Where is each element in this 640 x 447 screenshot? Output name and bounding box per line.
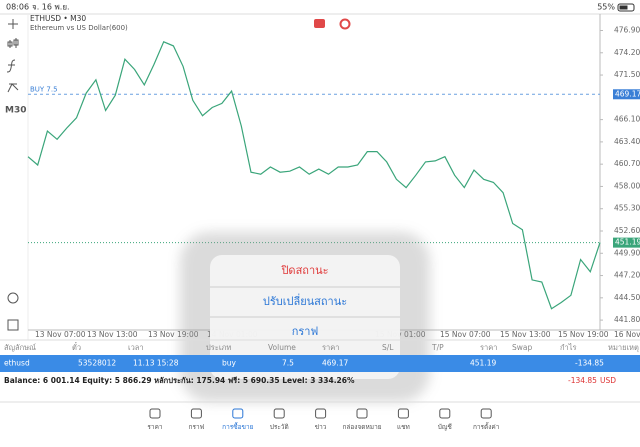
tab-icon[interactable] [439,408,451,419]
row-price: 451.19 [470,359,496,368]
y-tick-label: 444.50 [614,293,640,302]
popup-chart[interactable]: กราฟ [292,325,319,338]
buy-label: BUY 7.5 [30,85,58,93]
x-tick-label: 15 Nov 19:00 [558,330,609,339]
column-header: ราคา [480,343,497,352]
tab-icon[interactable] [397,408,409,419]
last-price-label: 451.19 [615,238,640,247]
position-row[interactable] [0,355,640,372]
tab-icon[interactable] [273,408,285,419]
x-tick-label: 13 Nov 19:00 [148,330,199,339]
tab-label[interactable]: กราฟ [189,423,205,431]
tab-label[interactable]: ราคา [147,423,162,431]
column-header: ตั๋ว [72,342,81,352]
buy-price-label: 469.17 [615,89,640,98]
status-date: จ. 16 พ.ย. [32,3,70,12]
toolbar [6,19,19,93]
timeframe-button[interactable]: M30 [5,106,26,116]
row-volume: 7.5 [282,359,294,368]
column-header: กำไร [560,343,577,352]
row-ticket: 53528012 [78,359,116,368]
x-tick-label: 15 Nov 13:00 [500,330,551,339]
y-tick-label: 458.00 [614,181,640,190]
tab-label[interactable]: บัญชี [438,423,453,431]
popup-close[interactable]: ปิดสถานะ [280,264,328,277]
battery-level [619,5,628,10]
add-icon[interactable] [7,319,19,331]
y-tick-label: 452.60 [614,226,640,235]
x-tick-label: 15 Nov 07:00 [440,330,491,339]
battery-icon [617,3,635,12]
sell-flag[interactable] [314,19,325,28]
column-header: หมายเหตุ [608,343,639,352]
tab-label[interactable]: การตั้งค่า [473,422,500,431]
tab-label[interactable]: การซื้อขาย [222,422,253,431]
tab-label[interactable]: แชท [397,423,410,431]
objects-icon[interactable] [7,83,19,93]
tab-icon[interactable] [315,408,327,419]
tab-icon[interactable] [232,408,244,419]
tab-label[interactable]: ข่าว [315,423,327,431]
y-tick-label: 471.50 [614,70,640,79]
row-open_price: 469.17 [322,359,348,368]
column-header: S/L [382,343,394,352]
y-tick-label: 474.20 [614,48,640,57]
column-header: T/P [431,343,444,352]
column-header: ประเภท [206,343,231,352]
row-symbol: ethusd [4,359,30,368]
y-tick-label: 476.90 [614,26,640,35]
buy-price-box [613,89,640,100]
toolbar-bottom [7,292,19,331]
x-tick-label: 13 Nov 13:00 [87,330,138,339]
last-price-box [613,237,640,248]
y-tick-label: 455.30 [614,204,640,213]
chart-subtitle: Ethereum vs US Dollar(600) [30,24,128,32]
popup-modify[interactable]: ปรับเปลี่ยนสถานะ [263,293,347,308]
oneclick-icon[interactable] [339,18,351,30]
row-time: 11.13 15:28 [133,359,179,368]
tab-label[interactable]: ประวัติ [270,423,289,431]
currency: USD [600,376,616,385]
column-header: Volume [268,343,296,352]
tab-icon[interactable] [356,408,368,419]
row-profit: -134.85 [575,359,604,368]
y-tick-label: 447.20 [614,271,640,280]
y-tick-label: 463.40 [614,137,640,146]
crosshair-icon[interactable] [8,19,18,29]
indicator-icon[interactable] [6,59,16,73]
row-type: buy [222,359,237,368]
price-line [27,41,601,310]
candles-icon[interactable] [7,38,19,48]
column-header: ราคา [322,343,339,352]
zoom-icon[interactable] [7,292,19,304]
x-tick-label: 13 Nov 07:00 [35,330,86,339]
chart-title: ETHUSD • M30 [30,14,86,23]
column-header: สัญลักษณ์ [4,343,36,352]
tab-icon[interactable] [190,408,202,419]
y-tick-label: 460.70 [614,159,640,168]
column-header: Swap [512,343,532,352]
y-tick-label: 441.80 [614,315,640,324]
status-time: 08:06 [6,3,29,12]
balance: Balance: 6 001.14 Equity: 5 866.29 หลักป… [4,376,355,385]
column-header: เวลา [128,343,144,352]
status-battery: 55% [597,3,615,12]
y-tick-label: 466.10 [614,115,640,124]
y-tick-label: 449.90 [614,248,640,257]
tab-icon[interactable] [480,408,492,419]
tab-icon[interactable] [149,408,161,419]
tab-label[interactable]: กล่องจดหมาย [342,423,381,431]
x-tick-label: 16 Nov 01:00 [614,330,640,339]
total-profit: -134.85 [568,376,597,385]
